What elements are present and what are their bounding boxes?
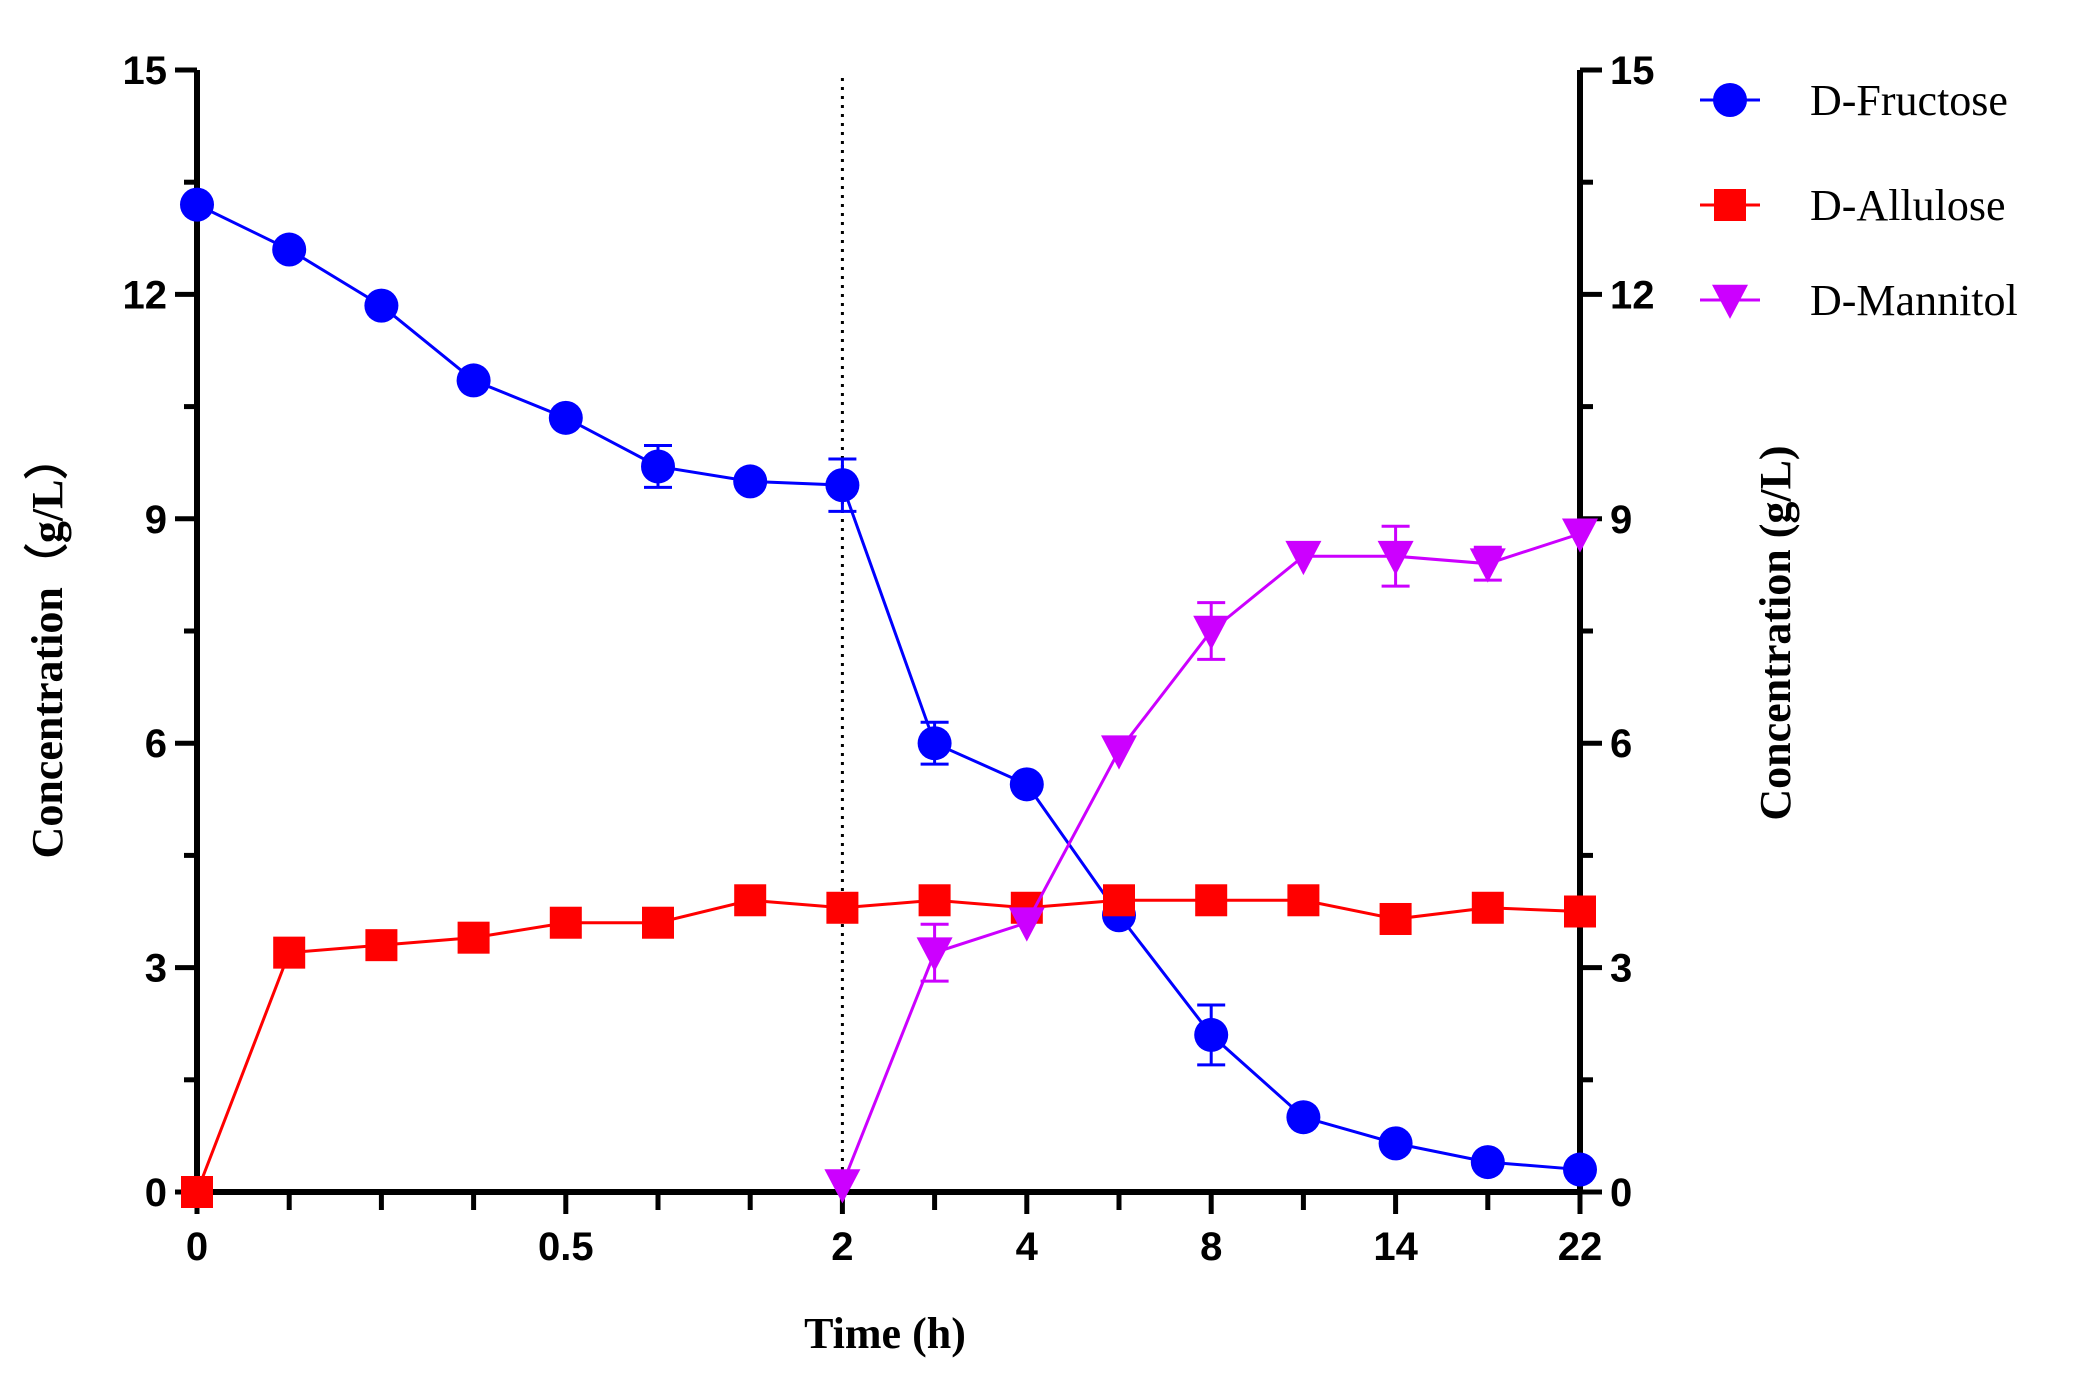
data-point [734, 884, 767, 917]
data-point [1470, 1145, 1505, 1180]
x-tick-label: 0 [186, 1225, 208, 1269]
legend-item: D-Mannitol [1700, 276, 2018, 325]
data-point [180, 187, 214, 222]
y-tick-label-left: 9 [145, 498, 167, 542]
series-d-fructose [180, 187, 1597, 1187]
data-point [1195, 884, 1228, 917]
data-point [1469, 548, 1506, 583]
data-point [1378, 1126, 1413, 1161]
data-point [1101, 735, 1137, 770]
y-axis-title-right: Concentration (g/L) [1751, 445, 1800, 820]
legend-label: D-Fructose [1810, 76, 2008, 125]
data-point [1287, 884, 1320, 917]
data-point [1286, 1100, 1321, 1135]
x-tick-label: 4 [1016, 1225, 1039, 1269]
data-point [549, 906, 582, 939]
data-point [457, 921, 490, 954]
data-point [272, 232, 307, 267]
data-point [1471, 891, 1504, 924]
y-tick-label-right: 9 [1610, 498, 1632, 542]
x-tick-label: 22 [1558, 1225, 1603, 1269]
data-point [364, 288, 399, 323]
data-point [548, 400, 583, 435]
series-d-allulose [181, 884, 1596, 1208]
data-point [641, 449, 675, 484]
data-point [456, 363, 491, 398]
legend-marker [1713, 83, 1747, 117]
y-tick-label-right: 15 [1610, 49, 1655, 93]
data-point [917, 726, 952, 761]
y-tick-label-left: 3 [145, 947, 167, 991]
legend-label: D-Allulose [1810, 181, 2006, 230]
y-tick-label-right: 0 [1610, 1171, 1632, 1215]
data-point [1009, 767, 1044, 802]
data-point [918, 884, 951, 917]
data-point [826, 891, 859, 924]
data-point [642, 906, 674, 939]
data-point [825, 468, 860, 503]
x-tick-label: 8 [1200, 1225, 1222, 1269]
y-tick-label-right: 3 [1610, 947, 1632, 991]
y-tick-label-right: 6 [1610, 722, 1632, 766]
data-point [733, 464, 768, 499]
x-tick-label: 14 [1373, 1225, 1418, 1269]
x-tick-label: 0.5 [538, 1225, 594, 1269]
y-tick-label-left: 6 [145, 722, 167, 766]
data-point [1103, 884, 1135, 917]
x-tick-label: 2 [831, 1225, 853, 1269]
y-tick-label-left: 15 [123, 49, 168, 93]
x-axis-title: Time (h) [804, 1309, 966, 1358]
series-line [196, 203, 1581, 1172]
legend-marker [1714, 189, 1746, 221]
y-axis-title-left: Concentration（g/L） [23, 436, 72, 859]
data-point [1563, 1152, 1597, 1187]
data-point [365, 929, 398, 962]
legend-item: D-Fructose [1700, 76, 2008, 125]
data-point [181, 1176, 213, 1208]
series-layer [180, 187, 1598, 1208]
series-d-mannitol [824, 518, 1598, 1204]
series-line [195, 898, 1581, 1193]
y-tick-label-left: 12 [123, 273, 168, 317]
data-point [1377, 540, 1414, 576]
data-point [1379, 902, 1412, 935]
data-point [1562, 518, 1598, 553]
data-point [916, 937, 953, 972]
y-tick-label-right: 12 [1610, 273, 1655, 317]
y-tick-label-left: 0 [145, 1171, 167, 1215]
legend: D-Fructose D-Allulose D-Mannitol [1700, 76, 2018, 325]
legend-label: D-Mannitol [1810, 276, 2018, 325]
data-point [1564, 895, 1596, 928]
data-point [273, 936, 306, 969]
data-point [824, 1169, 861, 1204]
data-point [1194, 1017, 1229, 1052]
data-point [1285, 540, 1322, 576]
legend-marker [1712, 284, 1748, 319]
data-point [1193, 615, 1230, 650]
legend-item: D-Allulose [1700, 181, 2006, 230]
data-point [1008, 907, 1045, 942]
